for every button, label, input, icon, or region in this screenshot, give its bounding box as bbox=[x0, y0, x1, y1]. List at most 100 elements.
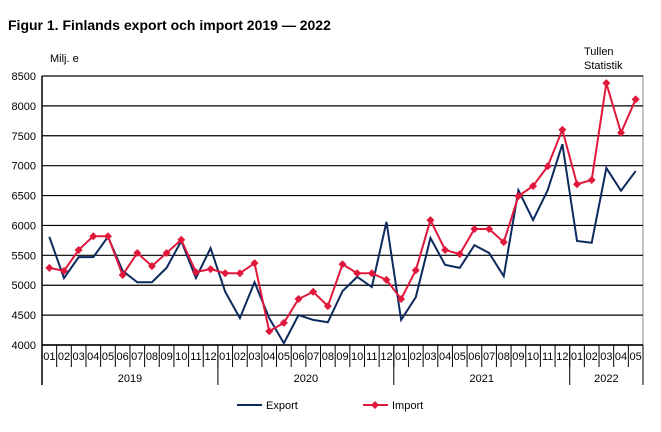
x-tick-label: 04 bbox=[439, 351, 451, 363]
y-tick-label: 6500 bbox=[12, 191, 36, 203]
data-point bbox=[103, 232, 112, 241]
data-point bbox=[499, 238, 508, 247]
plot-border bbox=[41, 75, 644, 346]
data-point bbox=[74, 245, 83, 254]
data-point bbox=[221, 269, 230, 278]
chart-title: Figur 1. Finlands export och import 2019… bbox=[8, 17, 331, 33]
x-tick-label: 03 bbox=[424, 351, 436, 363]
y-axis-label: Milj. e bbox=[50, 53, 79, 65]
y-tick-label: 7500 bbox=[12, 131, 36, 143]
source-line-1: Tullen bbox=[584, 46, 614, 58]
data-point bbox=[162, 248, 171, 257]
x-tick-label: 07 bbox=[307, 351, 319, 363]
data-point bbox=[323, 302, 332, 311]
x-tick-label: 03 bbox=[73, 351, 85, 363]
x-tick-label: 05 bbox=[102, 351, 114, 363]
x-tick-label: 06 bbox=[116, 351, 128, 363]
x-tick-label: 10 bbox=[351, 351, 363, 363]
data-point bbox=[309, 287, 318, 296]
x-tick-label: 12 bbox=[556, 351, 568, 363]
data-point bbox=[558, 125, 567, 134]
y-tick-label: 5000 bbox=[12, 280, 36, 292]
x-tick-label: 04 bbox=[87, 351, 99, 363]
x-tick-label: 11 bbox=[190, 351, 201, 363]
x-tick-label: 07 bbox=[483, 351, 495, 363]
x-tick-label: 08 bbox=[146, 351, 158, 363]
x-tick-label: 10 bbox=[527, 351, 539, 363]
data-point bbox=[367, 269, 376, 278]
y-tick-label: 7000 bbox=[12, 161, 36, 173]
year-label: 2021 bbox=[470, 373, 494, 385]
data-point bbox=[441, 245, 450, 254]
x-tick-label: 02 bbox=[234, 351, 246, 363]
data-point bbox=[250, 259, 259, 268]
x-tick-label: 08 bbox=[498, 351, 510, 363]
x-tick-label: 09 bbox=[512, 351, 524, 363]
data-point bbox=[529, 181, 538, 190]
legend-label: Import bbox=[392, 400, 423, 412]
data-point bbox=[147, 262, 156, 271]
x-tick-label: 04 bbox=[263, 351, 275, 363]
data-point bbox=[382, 275, 391, 284]
data-point bbox=[59, 266, 68, 275]
data-point bbox=[265, 327, 274, 336]
data-point bbox=[294, 294, 303, 303]
x-tick-label: 03 bbox=[248, 351, 260, 363]
data-point bbox=[279, 318, 288, 327]
x-tick-label: 05 bbox=[278, 351, 290, 363]
x-tick-label: 01 bbox=[219, 351, 231, 363]
data-point bbox=[118, 271, 127, 280]
year-label: 2019 bbox=[118, 373, 142, 385]
x-tick-label: 02 bbox=[586, 351, 598, 363]
data-point bbox=[573, 180, 582, 189]
data-point bbox=[206, 265, 215, 274]
x-tick-label: 05 bbox=[454, 351, 466, 363]
x-tick-label: 01 bbox=[395, 351, 407, 363]
x-tick-label: 06 bbox=[292, 351, 304, 363]
data-point bbox=[543, 162, 552, 171]
data-point bbox=[587, 176, 596, 185]
legend-marker bbox=[371, 401, 379, 409]
y-tick-label: 4000 bbox=[12, 340, 36, 352]
data-point bbox=[177, 235, 186, 244]
data-point bbox=[485, 225, 494, 234]
data-point bbox=[191, 268, 200, 277]
x-tick-label: 12 bbox=[204, 351, 216, 363]
data-point bbox=[235, 269, 244, 278]
y-tick-label: 4500 bbox=[12, 310, 36, 322]
data-point bbox=[353, 269, 362, 278]
y-tick-label: 6000 bbox=[12, 220, 36, 232]
series-line-export bbox=[48, 143, 637, 346]
y-tick-label: 5500 bbox=[12, 250, 36, 262]
x-tick-label: 06 bbox=[468, 351, 480, 363]
x-tick-label: 09 bbox=[336, 351, 348, 363]
x-tick-label: 08 bbox=[322, 351, 334, 363]
x-tick-label: 02 bbox=[58, 351, 70, 363]
x-tick-label: 03 bbox=[600, 351, 612, 363]
x-tick-label: 12 bbox=[380, 351, 392, 363]
data-point bbox=[133, 248, 142, 257]
x-tick-label: 01 bbox=[43, 351, 55, 363]
x-tick-label: 11 bbox=[542, 351, 553, 363]
legend-label: Export bbox=[266, 400, 298, 412]
x-tick-label: 10 bbox=[175, 351, 187, 363]
data-point bbox=[89, 232, 98, 241]
x-tick-label: 11 bbox=[366, 351, 377, 363]
year-label: 2020 bbox=[294, 373, 318, 385]
data-point bbox=[426, 216, 435, 225]
y-tick-label: 8500 bbox=[12, 71, 36, 83]
data-point bbox=[602, 79, 611, 88]
data-point bbox=[397, 294, 406, 303]
x-tick-label: 09 bbox=[160, 351, 172, 363]
data-point bbox=[411, 266, 420, 275]
data-point bbox=[338, 260, 347, 269]
x-tick-label: 02 bbox=[410, 351, 422, 363]
source-line-2: Statistik bbox=[584, 60, 623, 72]
x-tick-label: 07 bbox=[131, 351, 143, 363]
data-point bbox=[470, 225, 479, 234]
data-point bbox=[455, 250, 464, 259]
data-point bbox=[514, 192, 523, 201]
y-tick-label: 8000 bbox=[12, 101, 36, 113]
